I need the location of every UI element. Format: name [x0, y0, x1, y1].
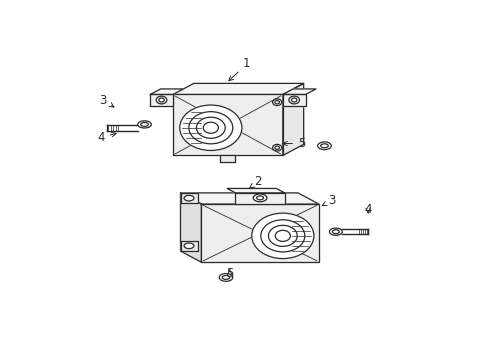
Ellipse shape	[329, 228, 342, 235]
Polygon shape	[180, 193, 318, 204]
Text: 3: 3	[99, 94, 114, 107]
Ellipse shape	[274, 100, 279, 104]
Polygon shape	[150, 94, 173, 105]
Polygon shape	[282, 89, 315, 94]
Polygon shape	[226, 188, 284, 193]
Polygon shape	[150, 89, 183, 94]
Circle shape	[251, 213, 313, 258]
Polygon shape	[282, 94, 305, 105]
Ellipse shape	[253, 194, 266, 202]
Polygon shape	[180, 193, 197, 203]
Circle shape	[180, 105, 242, 150]
Polygon shape	[180, 240, 197, 251]
Polygon shape	[173, 84, 303, 94]
Polygon shape	[220, 156, 235, 162]
Text: 3: 3	[322, 194, 335, 207]
Ellipse shape	[274, 146, 279, 149]
Ellipse shape	[317, 142, 331, 150]
Ellipse shape	[219, 274, 232, 281]
Text: 5: 5	[225, 267, 233, 280]
Ellipse shape	[183, 243, 194, 249]
Ellipse shape	[291, 98, 296, 102]
Text: 4: 4	[364, 203, 371, 216]
Ellipse shape	[183, 195, 194, 201]
Ellipse shape	[272, 144, 281, 151]
Text: 1: 1	[228, 58, 250, 81]
Polygon shape	[282, 84, 303, 156]
Text: 2: 2	[249, 175, 262, 188]
Text: 4: 4	[97, 131, 116, 144]
Text: 5: 5	[283, 137, 305, 150]
Ellipse shape	[159, 98, 164, 102]
Polygon shape	[180, 193, 201, 262]
Ellipse shape	[138, 121, 151, 128]
Polygon shape	[235, 193, 284, 204]
Polygon shape	[173, 94, 282, 156]
Ellipse shape	[272, 99, 281, 105]
Polygon shape	[201, 204, 318, 262]
